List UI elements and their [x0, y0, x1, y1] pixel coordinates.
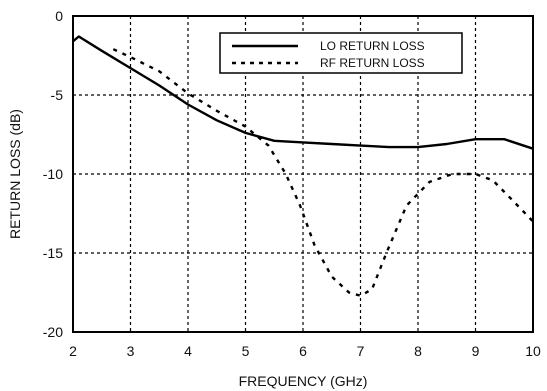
series-line-rf	[112, 48, 534, 297]
plot-frame	[72, 15, 534, 333]
grid	[73, 16, 533, 332]
x-tick-label: 10	[525, 343, 541, 359]
x-tick-label: 2	[69, 343, 77, 359]
y-tick-label: 0	[55, 8, 63, 24]
x-tick-label: 9	[472, 343, 480, 359]
y-tick-label: -10	[43, 166, 63, 182]
legend: LO RETURN LOSS RF RETURN LOSS	[219, 32, 463, 74]
legend-label-rf: RF RETURN LOSS	[320, 56, 425, 70]
series-lines	[72, 35, 534, 297]
y-tick-label: -5	[51, 87, 64, 103]
x-tick-label: 4	[184, 343, 192, 359]
legend-label-lo: LO RETURN LOSS	[320, 39, 425, 53]
tick-labels: 2 3 4 5 6 7 8 9 10 0 -5 -10 -15 -20	[43, 8, 541, 359]
x-tick-label: 5	[242, 343, 250, 359]
y-tick-label: -15	[43, 245, 63, 261]
x-tick-label: 3	[127, 343, 135, 359]
y-tick-label: -20	[43, 324, 63, 340]
y-axis-label: RETURN LOSS (dB)	[7, 109, 23, 239]
x-tick-label: 7	[357, 343, 365, 359]
legend-box	[219, 32, 463, 74]
x-tick-label: 6	[299, 343, 307, 359]
x-tick-label: 8	[414, 343, 422, 359]
x-axis-label: FREQUENCY (GHz)	[239, 373, 368, 389]
series-line-lo	[72, 35, 534, 150]
